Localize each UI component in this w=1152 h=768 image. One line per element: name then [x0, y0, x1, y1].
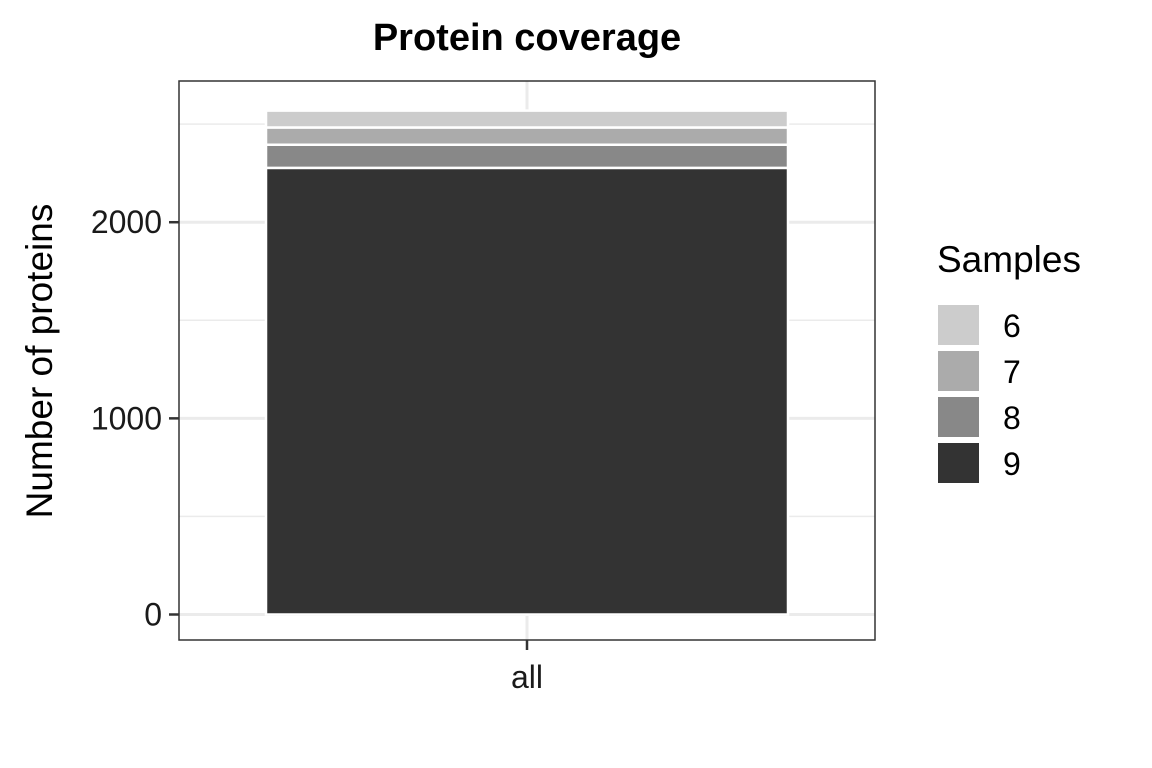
y-tick-label: 2000 — [91, 204, 162, 240]
bar-segment-samples-6 — [264, 109, 790, 129]
legend-swatch-9 — [936, 441, 981, 485]
bar-segment-samples-9 — [264, 166, 790, 616]
legend-label-6: 6 — [1003, 308, 1021, 344]
bar-stack — [264, 109, 790, 616]
x-axis-ticks: all — [511, 640, 543, 695]
x-tick-label: all — [511, 659, 543, 695]
y-axis-label: Number of proteins — [19, 204, 60, 519]
legend-swatch-7 — [936, 349, 981, 393]
y-tick-label: 1000 — [91, 400, 162, 436]
bar-segment-samples-8 — [264, 143, 790, 170]
y-tick-label: 0 — [144, 597, 162, 633]
legend-swatch-8 — [936, 395, 981, 439]
legend-swatch-6 — [936, 303, 981, 347]
legend-label-7: 7 — [1003, 354, 1021, 390]
legend: 6 7 8 9 — [936, 303, 1021, 485]
legend-title: Samples — [937, 239, 1081, 280]
legend-label-8: 8 — [1003, 400, 1021, 436]
bar-segment-samples-7 — [264, 126, 790, 146]
legend-label-9: 9 — [1003, 446, 1021, 482]
chart-title: Protein coverage — [373, 17, 681, 59]
y-axis-ticks: 0 1000 2000 — [91, 204, 179, 633]
